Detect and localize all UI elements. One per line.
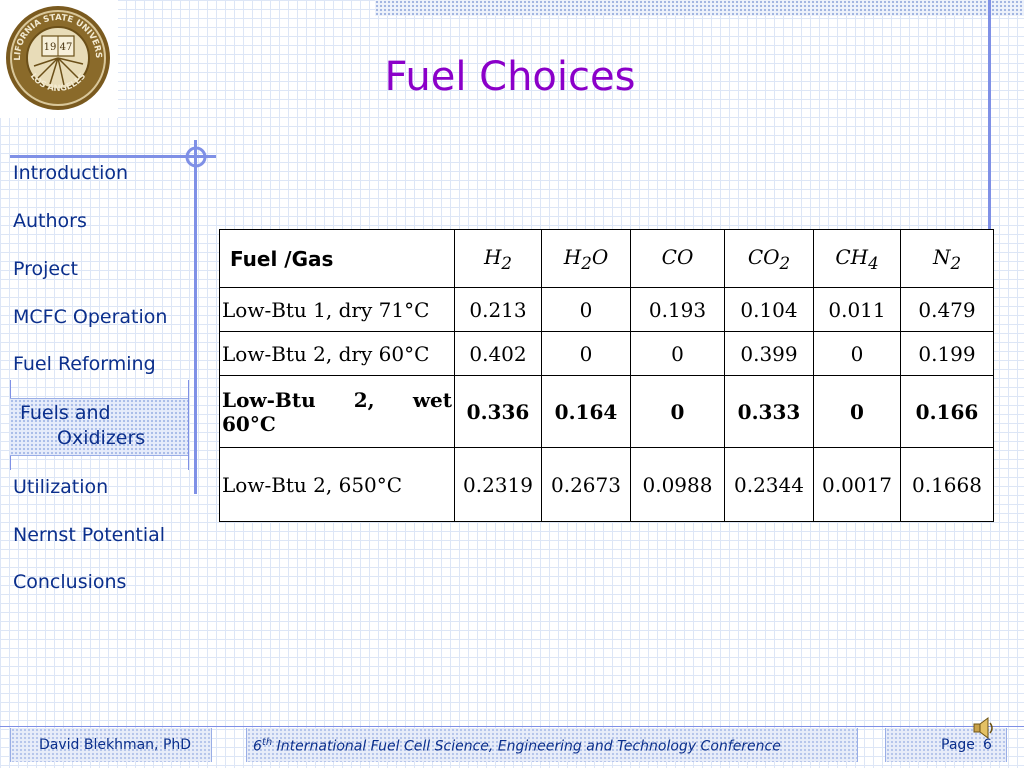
header-dotted-band bbox=[375, 0, 1024, 16]
table-cell: 0.1668 bbox=[900, 447, 994, 522]
table-row-highlighted: Low-Btu 2, wet 60°C 0.336 0.164 0 0.333 … bbox=[219, 375, 994, 448]
row-label: Low-Btu 1, dry 71°C bbox=[219, 287, 455, 332]
footer-conference: 6th International Fuel Cell Science, Eng… bbox=[253, 737, 781, 755]
table-cell: 0.104 bbox=[724, 287, 814, 332]
table-header-row: Fuel /Gas H2 H2O CO CO2 CH4 N2 bbox=[219, 229, 994, 288]
speaker-icon[interactable] bbox=[972, 714, 996, 742]
footer-author-box: David Blekhman, PhD bbox=[10, 728, 212, 762]
header-ch4: CH4 bbox=[813, 229, 901, 288]
nav-item-project[interactable]: Project bbox=[13, 258, 79, 280]
seal-year-left: 19 bbox=[44, 42, 57, 53]
selected-right-guide bbox=[188, 380, 189, 470]
slide-title: Fuel Choices bbox=[384, 54, 636, 100]
table-cell: 0.011 bbox=[813, 287, 901, 332]
table-cell: 0 bbox=[813, 331, 901, 376]
seal-year-right: 47 bbox=[60, 42, 73, 53]
row-label: Low-Btu 2, dry 60°C bbox=[219, 331, 455, 376]
nav-item-authors[interactable]: Authors bbox=[13, 210, 87, 232]
nav-item-fuel-reforming[interactable]: Fuel Reforming bbox=[13, 353, 156, 375]
header-h2o: H2O bbox=[541, 229, 631, 288]
header-h2: H2 bbox=[454, 229, 542, 288]
table-cell: 0.2673 bbox=[541, 447, 631, 522]
nav-item-introduction[interactable]: Introduction bbox=[13, 162, 129, 184]
nav-item-conclusions[interactable]: Conclusions bbox=[13, 571, 127, 593]
row-label-line2: 60°C bbox=[222, 411, 276, 436]
sidebar-top-rule bbox=[10, 155, 216, 158]
table-cell: 0.2319 bbox=[454, 447, 542, 522]
nav-item-mcfc-operation[interactable]: MCFC Operation bbox=[13, 306, 168, 328]
footer-top-rule bbox=[0, 726, 1024, 727]
footer-author: David Blekhman, PhD bbox=[39, 737, 192, 753]
header-n2: N2 bbox=[900, 229, 994, 288]
table-cell: 0.333 bbox=[724, 375, 814, 448]
row-label-word: Low-Btu bbox=[222, 387, 316, 412]
table-row: Low-Btu 1, dry 71°C 0.213 0 0.193 0.104 … bbox=[219, 287, 994, 332]
table-cell: 0.199 bbox=[900, 331, 994, 376]
table-cell: 0.2344 bbox=[724, 447, 814, 522]
table-cell: 0.166 bbox=[900, 375, 994, 448]
footer-page-number: 6 bbox=[983, 737, 992, 753]
sidebar-vertical-rule bbox=[194, 140, 197, 494]
table-cell: 0.399 bbox=[724, 331, 814, 376]
table-cell: 0 bbox=[813, 375, 901, 448]
nav-item-label: Fuels and bbox=[20, 402, 111, 424]
table-cell: 0 bbox=[541, 331, 631, 376]
table-cell: 0.213 bbox=[454, 287, 542, 332]
footer-page-label: Page bbox=[941, 737, 975, 753]
footer-conference-box: 6th International Fuel Cell Science, Eng… bbox=[246, 728, 858, 762]
table-cell: 0.193 bbox=[630, 287, 725, 332]
header-co: CO bbox=[630, 229, 725, 288]
table-cell: 0.402 bbox=[454, 331, 542, 376]
right-accent-line bbox=[988, 0, 991, 264]
table-cell: 0 bbox=[630, 331, 725, 376]
table-cell: 0 bbox=[541, 287, 631, 332]
row-label: Low-Btu 2, wet 60°C bbox=[219, 375, 455, 448]
table-cell: 0.336 bbox=[454, 375, 542, 448]
table-row: Low-Btu 2, 650°C 0.2319 0.2673 0.0988 0.… bbox=[219, 447, 994, 522]
nav-item-fuels-and-oxidizers[interactable]: Fuels and Oxidizers bbox=[10, 398, 188, 456]
nav-item-nernst-potential[interactable]: Nernst Potential bbox=[13, 524, 166, 546]
nav-item-label-line2: Oxidizers bbox=[57, 427, 146, 449]
university-seal-icon: CALIFORNIA STATE UNIVERSITY LOS ANGELES … bbox=[4, 4, 110, 110]
table-row: Low-Btu 2, dry 60°C 0.402 0 0 0.399 0 0.… bbox=[219, 331, 994, 376]
nav-item-utilization[interactable]: Utilization bbox=[13, 476, 109, 498]
header-co2: CO2 bbox=[724, 229, 814, 288]
crosshair-icon bbox=[185, 146, 207, 168]
table-cell: 0.164 bbox=[541, 375, 631, 448]
table-cell: 0 bbox=[630, 375, 725, 448]
table-cell: 0.0017 bbox=[813, 447, 901, 522]
row-label-word: wet bbox=[412, 387, 452, 412]
table-cell: 0.0988 bbox=[630, 447, 725, 522]
row-label: Low-Btu 2, 650°C bbox=[219, 447, 455, 522]
row-label-word: 2, bbox=[353, 387, 375, 412]
header-fuel-gas: Fuel /Gas bbox=[219, 229, 455, 288]
fuel-composition-table: Fuel /Gas H2 H2O CO CO2 CH4 N2 Low-Btu 1… bbox=[219, 229, 994, 522]
table-cell: 0.479 bbox=[900, 287, 994, 332]
